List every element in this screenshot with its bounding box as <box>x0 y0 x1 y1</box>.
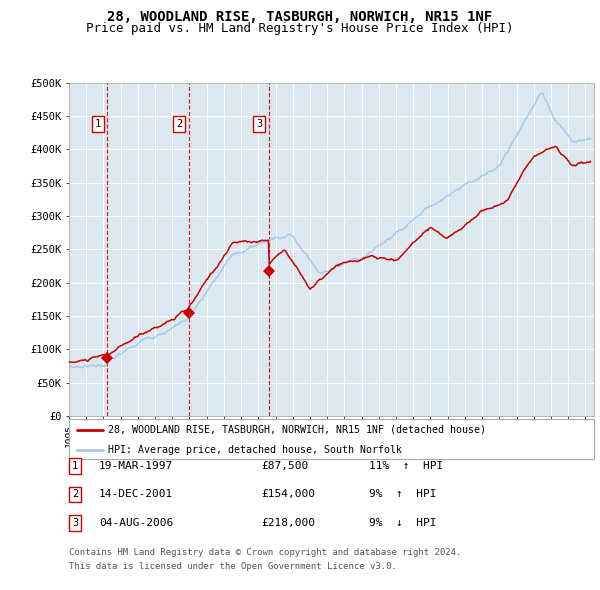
Text: £154,000: £154,000 <box>261 490 315 499</box>
Text: This data is licensed under the Open Government Licence v3.0.: This data is licensed under the Open Gov… <box>69 562 397 571</box>
Text: 1: 1 <box>72 461 78 471</box>
Text: Contains HM Land Registry data © Crown copyright and database right 2024.: Contains HM Land Registry data © Crown c… <box>69 548 461 556</box>
Text: 3: 3 <box>72 518 78 527</box>
Text: 14-DEC-2001: 14-DEC-2001 <box>99 490 173 499</box>
Text: £218,000: £218,000 <box>261 518 315 527</box>
Text: HPI: Average price, detached house, South Norfolk: HPI: Average price, detached house, Sout… <box>109 445 403 455</box>
Text: 2: 2 <box>176 119 182 129</box>
Text: 11%  ↑  HPI: 11% ↑ HPI <box>369 461 443 471</box>
Text: 9%  ↑  HPI: 9% ↑ HPI <box>369 490 437 499</box>
Text: 1: 1 <box>94 119 101 129</box>
Text: 04-AUG-2006: 04-AUG-2006 <box>99 518 173 527</box>
Text: £87,500: £87,500 <box>261 461 308 471</box>
Text: 28, WOODLAND RISE, TASBURGH, NORWICH, NR15 1NF: 28, WOODLAND RISE, TASBURGH, NORWICH, NR… <box>107 10 493 24</box>
Text: 9%  ↓  HPI: 9% ↓ HPI <box>369 518 437 527</box>
Text: 28, WOODLAND RISE, TASBURGH, NORWICH, NR15 1NF (detached house): 28, WOODLAND RISE, TASBURGH, NORWICH, NR… <box>109 425 487 435</box>
Text: 19-MAR-1997: 19-MAR-1997 <box>99 461 173 471</box>
FancyBboxPatch shape <box>69 419 594 459</box>
Text: 2: 2 <box>72 490 78 499</box>
Text: 3: 3 <box>256 119 262 129</box>
Text: Price paid vs. HM Land Registry's House Price Index (HPI): Price paid vs. HM Land Registry's House … <box>86 22 514 35</box>
